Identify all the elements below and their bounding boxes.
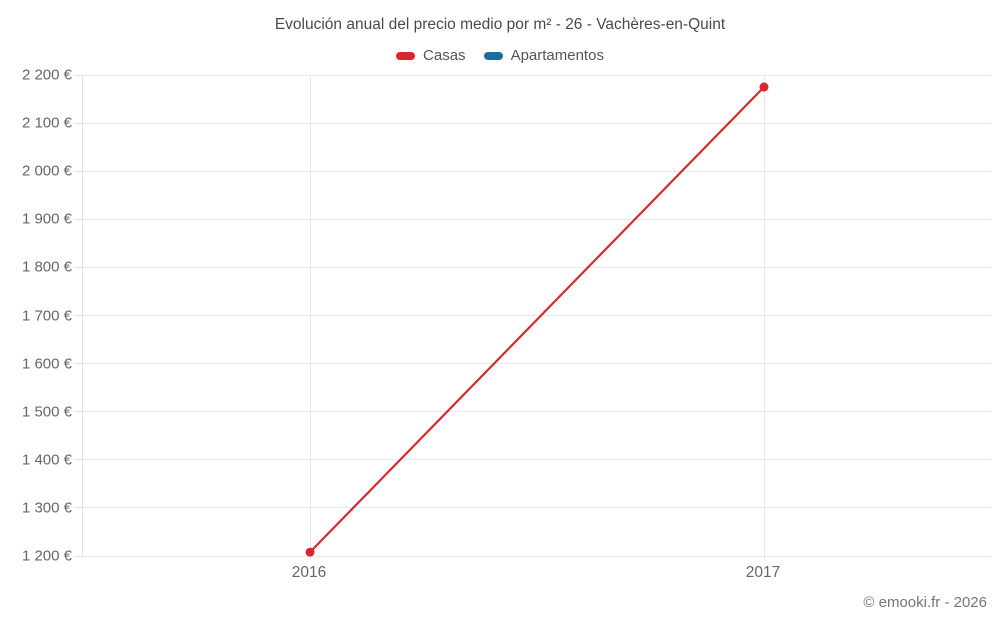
series-plot [305,82,769,557]
y-axis-label: 2 200 € [21,66,72,84]
data-point-casas[interactable] [305,547,315,557]
y-axis-tick [74,363,82,365]
plot-area [74,74,991,560]
data-point-casas[interactable] [759,82,769,92]
gridline-horizontal [83,315,991,316]
y-axis-label: 1 200 € [21,547,72,565]
y-axis-label: 1 500 € [21,403,72,421]
y-axis-label: 2 100 € [21,114,72,132]
y-axis-tick [74,315,82,316]
footer-credit: © emooki.fr - 2026 [863,594,987,611]
y-axis-label: 2 000 € [21,162,72,180]
series-line-casas [309,86,765,553]
gridline-horizontal [83,507,991,509]
y-axis-tick [74,266,82,268]
y-axis-tick [74,170,82,172]
y-axis-label: 1 600 € [21,355,72,373]
y-axis-tick [74,74,82,76]
legend-label: Apartamentos [510,47,604,64]
y-axis-tick [74,555,82,557]
y-axis-tick [74,507,82,509]
gridline-horizontal [83,170,991,172]
chart-title: Evolución anual del precio medio por m² … [274,16,726,33]
legend-item-apartamentos[interactable]: Apartamentos [483,47,604,64]
y-axis-label: 1 300 € [21,499,72,517]
legend-swatch-icon [483,51,503,60]
y-axis-tick [74,122,82,124]
x-axis-label: 2016 [291,564,327,581]
y-axis-tick [74,218,82,220]
x-axis-label: 2017 [745,564,781,581]
legend-label: Casas [423,47,466,64]
gridline-horizontal [83,74,991,76]
gridline-horizontal [83,555,991,557]
gridline-vertical [309,75,311,560]
gridline-horizontal [83,411,991,413]
y-axis-label: 1 900 € [21,210,72,228]
y-axis-label: 1 400 € [21,451,72,469]
chart-legend: Casas Apartamentos [0,47,1000,64]
gridline-horizontal [83,266,991,268]
y-axis-tick [74,459,82,461]
y-axis-tick [74,411,82,413]
gridline-horizontal [83,218,991,220]
gridline-horizontal [83,459,991,461]
gridline-horizontal [83,363,991,365]
y-axis-label: 1 700 € [21,307,72,324]
gridline-vertical [763,75,765,560]
legend-item-casas[interactable]: Casas [396,47,466,64]
y-axis-label: 1 800 € [21,258,72,276]
gridline-horizontal [83,122,991,124]
legend-swatch-icon [396,51,416,60]
